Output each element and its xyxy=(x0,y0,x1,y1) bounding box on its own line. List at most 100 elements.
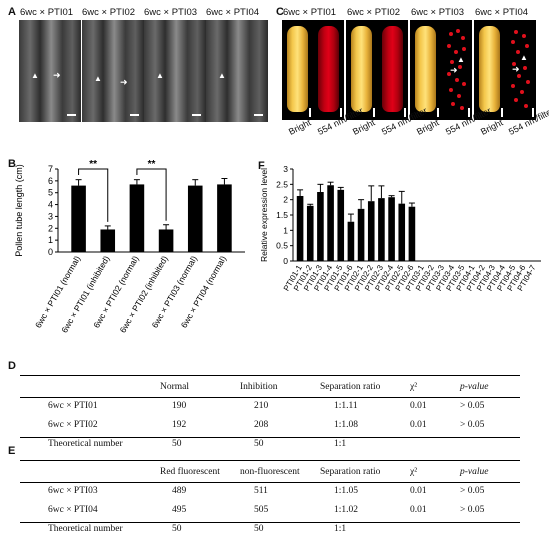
micrograph-title-pti04: 6wc × PTI04 xyxy=(206,7,260,18)
table-header: χ² xyxy=(410,381,418,392)
table-cell: Theoretical number xyxy=(48,523,123,534)
arrowhead-icon: ▲ xyxy=(218,71,226,80)
bar xyxy=(100,229,116,252)
table-header-row: Red fluorescent non-fluorescent Separati… xyxy=(20,462,520,481)
table-cell: 50 xyxy=(172,438,182,449)
table-cell: 192 xyxy=(172,419,187,430)
table-header: p-value xyxy=(460,381,489,392)
cob-label: Bright xyxy=(287,117,313,137)
panel-label-d: D xyxy=(8,360,16,372)
bar xyxy=(378,198,385,261)
y-tick-label: 0 xyxy=(283,256,288,266)
arrowhead-icon: ▲ xyxy=(94,74,102,83)
cob-label: Bright xyxy=(479,117,505,137)
significance-label: ** xyxy=(89,159,97,170)
micrograph-pti04: ▲ xyxy=(206,20,268,122)
y-tick-label: 2 xyxy=(48,223,53,233)
panel-label-b: B xyxy=(8,158,16,170)
cob-bright-pti04 xyxy=(474,20,505,120)
panel-label-f: F xyxy=(258,160,265,172)
bar xyxy=(296,195,304,261)
table-cell: 495 xyxy=(172,504,187,515)
y-tick-label: 2 xyxy=(283,195,288,205)
y-tick-label: 6 xyxy=(48,176,53,186)
bar xyxy=(347,221,355,261)
bar xyxy=(398,203,406,261)
cob-title-pti02: 6wc × PTI02 xyxy=(347,7,401,18)
table-row: 6wc × PTI04 495 505 1:1.02 0.01 > 0.05 xyxy=(20,500,520,519)
bar xyxy=(327,185,334,261)
arrow-icon: ➜ xyxy=(120,77,128,87)
y-tick-label: 2.5 xyxy=(276,179,288,189)
table-cell: 210 xyxy=(254,400,269,411)
significance-bracket xyxy=(136,168,167,221)
scale-bar xyxy=(192,114,201,116)
cob-fluor-pti04: ▲ ➜ xyxy=(505,20,536,120)
table-header: non-fluorescent xyxy=(240,466,300,477)
table-cell: 6wc × PTI03 xyxy=(48,485,98,496)
table-row: 6wc × PTI01 190 210 1:1.11 0.01 > 0.05 xyxy=(20,396,520,415)
bar xyxy=(129,184,145,252)
bar xyxy=(388,197,395,261)
table-d-header-rule xyxy=(20,397,520,398)
y-tick-label: 1.5 xyxy=(276,210,288,220)
cob-label: Bright xyxy=(415,117,441,137)
arrowhead-icon: ▲ xyxy=(520,53,528,62)
bar xyxy=(217,184,232,252)
table-cell: > 0.05 xyxy=(460,504,485,515)
micrograph-pti03: ▲ xyxy=(144,20,206,122)
significance-label: ** xyxy=(148,159,156,170)
y-tick-label: 4 xyxy=(48,200,53,210)
table-cell: 6wc × PTI02 xyxy=(48,419,98,430)
table-d: Normal Inhibition Separation ratio χ² p-… xyxy=(20,377,520,453)
table-cell: 1:1 xyxy=(334,438,347,449)
table-header: Normal xyxy=(160,381,190,392)
table-cell: 1:1 xyxy=(334,523,347,534)
micrograph-title-pti03: 6wc × PTI03 xyxy=(144,7,198,18)
table-cell: 0.01 xyxy=(410,485,427,496)
table-cell: 0.01 xyxy=(410,504,427,515)
cob-title-pti01: 6wc × PTI01 xyxy=(283,7,337,18)
table-cell: > 0.05 xyxy=(460,400,485,411)
arrowhead-icon: ▲ xyxy=(457,55,465,64)
table-cell: 50 xyxy=(254,523,264,534)
y-axis-label: Pollen tube length (cm) xyxy=(14,164,24,257)
scale-bar xyxy=(67,114,76,116)
arrowhead-icon: ▲ xyxy=(31,71,39,80)
table-header-row: Normal Inhibition Separation ratio χ² p-… xyxy=(20,377,520,396)
arrow-icon: ➜ xyxy=(512,64,520,74)
table-cell: > 0.05 xyxy=(460,419,485,430)
table-header: Inhibition xyxy=(240,381,278,392)
y-tick-label: 3 xyxy=(48,211,53,221)
table-cell: 190 xyxy=(172,400,187,411)
table-cell: 208 xyxy=(254,419,269,430)
table-cell: 1:1.08 xyxy=(334,419,359,430)
table-cell: 1:1.05 xyxy=(334,485,359,496)
cob-title-pti03: 6wc × PTI03 xyxy=(411,7,465,18)
table-header: Separation ratio xyxy=(320,466,381,477)
table-cell: 0.01 xyxy=(410,419,427,430)
bar xyxy=(317,192,324,261)
cob-bright-pti03 xyxy=(410,20,441,120)
table-row: 6wc × PTI02 192 208 1:1.08 0.01 > 0.05 xyxy=(20,415,520,434)
panel-label-c: C xyxy=(276,6,284,18)
scale-bar xyxy=(130,114,139,116)
arrowhead-icon: ▲ xyxy=(156,71,164,80)
bar xyxy=(306,205,314,261)
scale-bar xyxy=(254,114,263,116)
cob-bright-pti02 xyxy=(346,20,377,120)
table-d-bottom-rule xyxy=(20,437,520,438)
y-axis-label: Relative expression level xyxy=(259,168,269,262)
table-cell: 50 xyxy=(172,523,182,534)
micrograph-title-pti01: 6wc × PTI01 xyxy=(20,7,74,18)
panel-label-e: E xyxy=(8,445,16,457)
table-cell: 1:1.02 xyxy=(334,504,359,515)
table-cell: Theoretical number xyxy=(48,438,123,449)
table-row: Theoretical number 50 50 1:1 xyxy=(20,519,520,538)
y-tick-label: 1 xyxy=(283,225,288,235)
table-cell: 6wc × PTI01 xyxy=(48,400,98,411)
micrograph-pti01: ▲ ➜ xyxy=(19,20,81,122)
table-e-top-rule xyxy=(20,460,520,461)
table-cell: 505 xyxy=(254,504,269,515)
